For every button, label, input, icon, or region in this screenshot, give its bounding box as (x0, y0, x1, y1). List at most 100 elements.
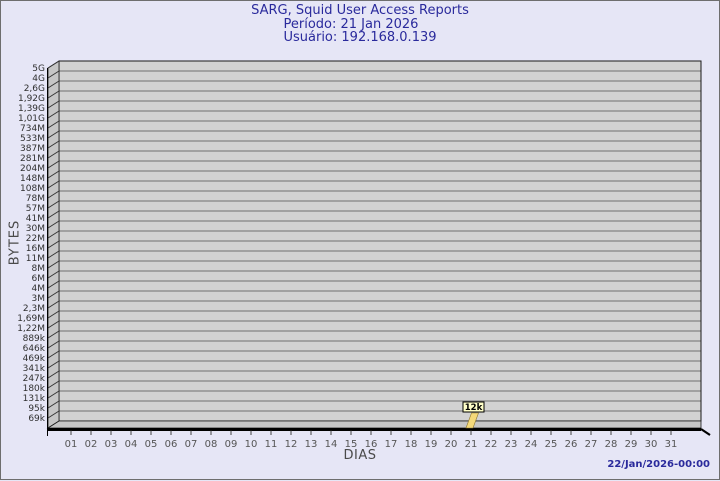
y-axis-tick (47, 320, 60, 329)
x-axis-tick-label: 08 (205, 439, 218, 450)
y-axis-tick (47, 370, 60, 379)
y-axis-tick-label: 4G (32, 74, 45, 84)
y-axis-tick (47, 340, 60, 349)
y-axis-tick-label: 1,01G (18, 114, 45, 124)
y-axis-tick (47, 90, 60, 99)
y-axis-tick-label: 889k (23, 334, 46, 344)
y-axis-tick-label: 3M (32, 294, 46, 304)
y-axis-tick-label: 646k (23, 344, 46, 354)
y-axis-tick-label: 2,6G (24, 84, 45, 94)
y-axis-tick-label: 16M (26, 244, 45, 254)
y-axis-tick (47, 300, 60, 309)
x-axis-tick-label: 05 (145, 439, 158, 450)
x-axis-tick-label: 09 (225, 439, 238, 450)
x-axis-end-cap (700, 428, 711, 436)
x-axis-tick-label: 06 (165, 439, 178, 450)
y-axis-tick-label: 1,69M (17, 314, 45, 324)
bar-annotation-label: 12k (465, 403, 483, 413)
y-axis-title: BYTES (7, 219, 23, 266)
y-axis-tick (47, 160, 60, 169)
x-axis-tick-label: 12 (285, 439, 298, 450)
y-axis-tick-label: 533M (20, 134, 45, 144)
y-axis-tick (47, 110, 60, 119)
x-axis-tick-label: 15 (345, 439, 358, 450)
y-axis-tick-label: 5G (32, 64, 45, 74)
y-axis-tick (47, 270, 60, 279)
x-axis-tick-label: 10 (245, 439, 258, 450)
y-axis-tick (47, 260, 60, 269)
y-axis-tick-label: 41M (26, 214, 45, 224)
x-axis-tick-label: 02 (85, 439, 98, 450)
y-axis-tick (47, 310, 60, 319)
y-axis-tick (47, 180, 60, 189)
x-axis-tick-label: 22 (485, 439, 498, 450)
x-axis-tick-label: 14 (325, 439, 338, 450)
y-axis-tick (47, 170, 60, 179)
report-period: Período: 21 Jan 2026 (283, 16, 419, 32)
x-axis-tick-label: 18 (405, 439, 418, 450)
y-axis-tick (47, 120, 60, 129)
report-user: Usuário: 192.168.0.139 (283, 30, 437, 45)
y-axis-tick (47, 390, 60, 399)
x-axis-tick-label: 13 (305, 439, 318, 450)
y-axis-tick (47, 410, 60, 419)
x-axis-tick-label: 07 (185, 439, 198, 450)
y-axis-tick-label: 4M (32, 284, 46, 294)
y-axis-tick-label: 6M (32, 274, 46, 284)
chart-floor (46, 420, 702, 429)
generated-timestamp: 22/Jan/2026-00:00 (607, 459, 710, 470)
report-title: SARG, Squid User Access Reports (251, 3, 469, 18)
x-axis-tick-label: 16 (365, 439, 378, 450)
y-axis-tick-label: 95k (28, 404, 45, 414)
y-axis-tick-label: 341k (23, 364, 46, 374)
y-axis-tick (47, 190, 60, 199)
y-axis-tick-label: 2,3M (23, 304, 45, 314)
y-axis-tick-label: 281M (20, 154, 45, 164)
y-axis-tick (47, 80, 60, 89)
report-subtitles: Período: 21 Jan 2026 Usuário: 192.168.0.… (283, 16, 437, 45)
y-axis-tick-label: 69k (28, 414, 45, 424)
x-axis-title: DIAS (343, 448, 377, 463)
y-axis-tick-label: 11M (26, 254, 45, 264)
y-axis-tick-label: 469k (23, 354, 46, 364)
report-header: SARG, Squid User Access Reports Período:… (1, 4, 719, 45)
x-axis-tick-label: 20 (445, 439, 458, 450)
y-axis-tick (47, 150, 60, 159)
y-axis-tick-label: 30M (26, 224, 45, 234)
y-axis-tick-label: 78M (26, 194, 45, 204)
x-axis-tick-label: 17 (385, 439, 398, 450)
x-axis-tick-label: 24 (525, 439, 538, 450)
y-axis-tick-label: 8M (32, 264, 46, 274)
data-bar (465, 412, 479, 429)
y-axis-tick-label: 22M (26, 234, 45, 244)
x-axis-tick-label: 29 (625, 439, 638, 450)
y-axis-tick (47, 140, 60, 149)
y-axis-tick (47, 60, 60, 69)
x-axis-tick-label: 21 (465, 439, 478, 450)
x-axis-tick-label: 26 (565, 439, 578, 450)
x-axis-tick-label: 30 (645, 439, 658, 450)
y-axis-tick (47, 400, 60, 409)
x-axis-tick-label: 04 (125, 439, 138, 450)
y-axis-tick (47, 330, 60, 339)
y-axis-tick-label: 1,22M (17, 324, 45, 334)
x-axis-tick-label: 23 (505, 439, 518, 450)
y-axis-tick (47, 380, 60, 389)
y-axis-tick (47, 360, 60, 369)
y-axis-tick-label: 108M (20, 184, 45, 194)
y-axis-tick (47, 200, 60, 209)
y-axis-tick (47, 250, 60, 259)
y-axis-tick-label: 387M (20, 144, 45, 154)
y-axis-tick-label: 1,92G (18, 94, 45, 104)
x-axis-tick-label: 27 (585, 439, 598, 450)
y-axis-tick-label: 148M (20, 174, 45, 184)
y-axis-tick (47, 100, 60, 109)
y-axis-tick (47, 70, 60, 79)
y-axis-tick (47, 220, 60, 229)
y-axis-tick-label: 1,39G (18, 104, 45, 114)
y-axis-tick-label: 57M (26, 204, 45, 214)
x-axis-tick-label: 31 (665, 439, 678, 450)
x-axis-tick-label: 25 (545, 439, 558, 450)
